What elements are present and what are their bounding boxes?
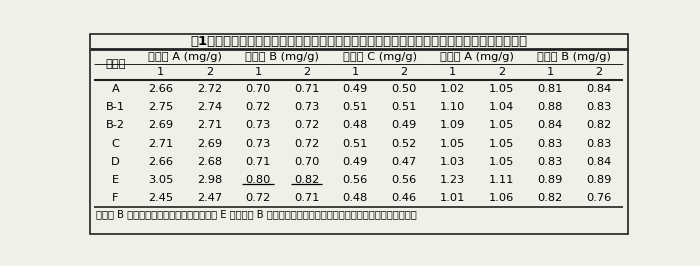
Text: 1.05: 1.05 (489, 120, 514, 130)
Text: 0.49: 0.49 (343, 157, 368, 167)
Text: 2.69: 2.69 (148, 120, 173, 130)
Text: 紫黒米 B (mg/g): 紫黒米 B (mg/g) (246, 52, 319, 61)
Text: D: D (111, 157, 120, 167)
Text: 紫黒米 A (mg/g): 紫黒米 A (mg/g) (148, 52, 222, 61)
Text: 1.11: 1.11 (489, 175, 514, 185)
Text: B-1: B-1 (106, 102, 125, 112)
Text: 0.83: 0.83 (538, 139, 563, 149)
Text: 2.71: 2.71 (148, 139, 174, 149)
Text: 0.80: 0.80 (245, 175, 271, 185)
Text: 0.72: 0.72 (294, 139, 319, 149)
Text: 0.46: 0.46 (391, 193, 416, 203)
Text: 0.84: 0.84 (586, 84, 611, 94)
Text: 1.10: 1.10 (440, 102, 466, 112)
Text: E: E (112, 175, 119, 185)
Text: 1.03: 1.03 (440, 157, 466, 167)
Text: 0.51: 0.51 (391, 102, 416, 112)
FancyBboxPatch shape (90, 34, 628, 234)
Text: 2: 2 (206, 67, 213, 77)
Text: 0.71: 0.71 (245, 157, 271, 167)
Text: 0.51: 0.51 (343, 139, 368, 149)
Text: 0.82: 0.82 (294, 175, 319, 185)
Text: 0.81: 0.81 (538, 84, 563, 94)
Text: 1.02: 1.02 (440, 84, 466, 94)
Text: 1: 1 (351, 67, 359, 77)
Text: 1.05: 1.05 (440, 139, 466, 149)
Text: 試験室 B は異なる２名が測定した。試験室 E の紫黒米 B の測定値（下線）はシングルグラブス検定での外れ値。: 試験室 B は異なる２名が測定した。試験室 E の紫黒米 B の測定値（下線）は… (96, 209, 416, 219)
Text: 試験室: 試験室 (105, 59, 126, 69)
Text: 0.83: 0.83 (586, 139, 611, 149)
Text: 0.83: 0.83 (586, 102, 611, 112)
Text: 2.66: 2.66 (148, 84, 173, 94)
Text: 0.89: 0.89 (538, 175, 563, 185)
Text: 1.09: 1.09 (440, 120, 466, 130)
Text: 1.05: 1.05 (489, 157, 514, 167)
Text: 2.72: 2.72 (197, 84, 222, 94)
Text: 0.50: 0.50 (391, 84, 416, 94)
Text: 1: 1 (449, 67, 456, 77)
Text: 2: 2 (303, 67, 310, 77)
Text: 1.06: 1.06 (489, 193, 514, 203)
Text: F: F (112, 193, 119, 203)
Text: 0.72: 0.72 (246, 193, 271, 203)
Text: A: A (111, 84, 119, 94)
Text: 0.71: 0.71 (294, 193, 319, 203)
Text: 1.05: 1.05 (489, 84, 514, 94)
Text: 0.49: 0.49 (391, 120, 416, 130)
Text: 1.01: 1.01 (440, 193, 466, 203)
Text: 0.73: 0.73 (245, 120, 271, 130)
Text: 0.83: 0.83 (538, 157, 563, 167)
Text: 2.47: 2.47 (197, 193, 222, 203)
Text: 0.56: 0.56 (343, 175, 368, 185)
Text: 1.23: 1.23 (440, 175, 466, 185)
Text: 0.48: 0.48 (343, 120, 368, 130)
Text: 2.66: 2.66 (148, 157, 173, 167)
Text: 0.72: 0.72 (246, 102, 271, 112)
Text: 黒大豆 B (mg/g): 黒大豆 B (mg/g) (538, 52, 611, 61)
Text: 2.69: 2.69 (197, 139, 222, 149)
Text: 0.71: 0.71 (294, 84, 319, 94)
Text: 0.84: 0.84 (538, 120, 563, 130)
Text: 0.48: 0.48 (343, 193, 368, 203)
Text: B-2: B-2 (106, 120, 125, 130)
Text: 2: 2 (400, 67, 407, 77)
Text: 2.68: 2.68 (197, 157, 222, 167)
Text: 2: 2 (498, 67, 505, 77)
Text: 0.84: 0.84 (586, 157, 611, 167)
Text: 0.76: 0.76 (586, 193, 611, 203)
Text: 1: 1 (254, 67, 262, 77)
Text: 0.89: 0.89 (586, 175, 611, 185)
Text: 2.45: 2.45 (148, 193, 173, 203)
Text: 0.82: 0.82 (538, 193, 563, 203)
Text: 2.75: 2.75 (148, 102, 174, 112)
Text: 1.05: 1.05 (489, 139, 514, 149)
Text: 2.71: 2.71 (197, 120, 222, 130)
Text: 表1　標準作業手順書に従って異なる試験室で測定した紫黒米と黒大豆の総アントシアニン量: 表1 標準作業手順書に従って異なる試験室で測定した紫黒米と黒大豆の総アントシアニ… (190, 35, 527, 48)
Text: 2.98: 2.98 (197, 175, 222, 185)
Text: 0.49: 0.49 (343, 84, 368, 94)
Text: 1: 1 (157, 67, 164, 77)
Text: 黒大豆 A (mg/g): 黒大豆 A (mg/g) (440, 52, 514, 61)
Text: 0.47: 0.47 (391, 157, 416, 167)
Text: 1: 1 (547, 67, 554, 77)
Text: 2.74: 2.74 (197, 102, 222, 112)
Text: 0.51: 0.51 (343, 102, 368, 112)
Text: 0.52: 0.52 (391, 139, 416, 149)
Text: C: C (111, 139, 119, 149)
Text: 0.56: 0.56 (391, 175, 416, 185)
Text: 0.70: 0.70 (245, 84, 271, 94)
Text: 3.05: 3.05 (148, 175, 174, 185)
Text: 2: 2 (595, 67, 602, 77)
Text: 紫黒米 C (mg/g): 紫黒米 C (mg/g) (343, 52, 416, 61)
Text: 0.73: 0.73 (245, 139, 271, 149)
Text: 1.04: 1.04 (489, 102, 514, 112)
Text: 0.73: 0.73 (294, 102, 319, 112)
Text: 0.72: 0.72 (294, 120, 319, 130)
Text: 0.70: 0.70 (294, 157, 319, 167)
Text: 0.88: 0.88 (538, 102, 563, 112)
Text: 0.82: 0.82 (586, 120, 611, 130)
